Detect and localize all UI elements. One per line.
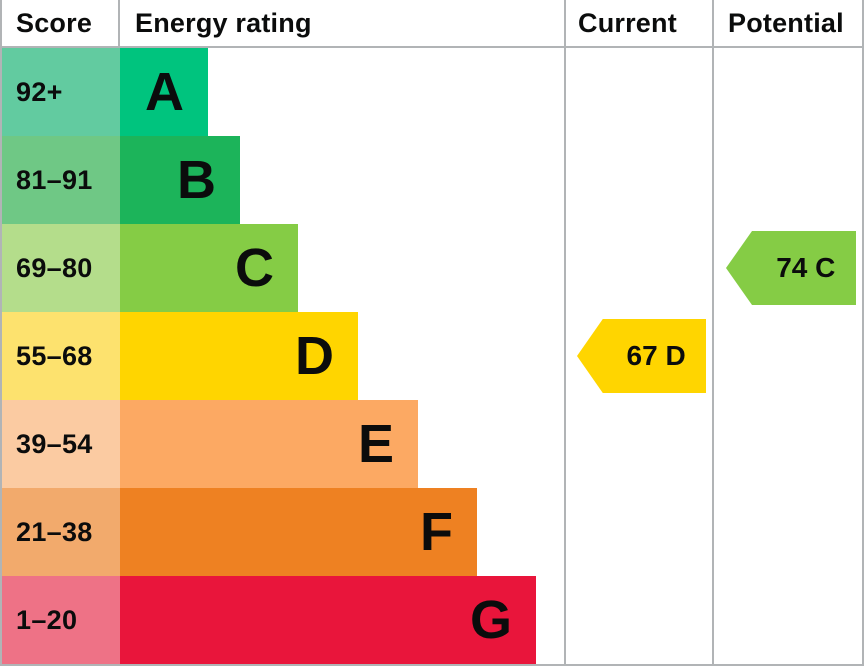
- bar-cell-a: A: [120, 48, 564, 136]
- score-range-c: 69–80: [2, 224, 120, 312]
- band-row-c: 69–80 C: [2, 224, 564, 312]
- bar-cell-g: G: [120, 576, 564, 664]
- bar-cell-c: C: [120, 224, 564, 312]
- band-row-a: 92+ A: [2, 48, 564, 136]
- header-potential: Potential: [712, 0, 862, 48]
- band-row-e: 39–54 E: [2, 400, 564, 488]
- header-current: Current: [564, 0, 712, 48]
- band-bar-f: F: [120, 488, 477, 576]
- score-range-g: 1–20: [2, 576, 120, 664]
- band-row-b: 81–91 B: [2, 136, 564, 224]
- bar-cell-f: F: [120, 488, 564, 576]
- band-bar-e: E: [120, 400, 418, 488]
- band-bar-c: C: [120, 224, 298, 312]
- band-row-d: 55–68 D: [2, 312, 564, 400]
- chart-body: 92+ A 81–91 B 69–80 C 55–68 D 39–54 E 21–38 F 1–20 G …: [2, 48, 862, 664]
- current-column: 67 D: [564, 48, 712, 664]
- band-row-g: 1–20 G: [2, 576, 564, 664]
- bar-cell-b: B: [120, 136, 564, 224]
- bar-cell-e: E: [120, 400, 564, 488]
- current-rating-arrow: 67 D: [577, 319, 706, 393]
- band-bar-g: G: [120, 576, 536, 664]
- chart-header-row: Score Energy rating Current Potential: [2, 0, 862, 48]
- bands-column: 92+ A 81–91 B 69–80 C 55–68 D 39–54 E 21–38 F 1–20 G: [2, 48, 564, 664]
- score-range-e: 39–54: [2, 400, 120, 488]
- band-bar-a: A: [120, 48, 208, 136]
- score-range-f: 21–38: [2, 488, 120, 576]
- header-energy-rating: Energy rating: [120, 0, 564, 48]
- band-bar-d: D: [120, 312, 358, 400]
- header-score: Score: [2, 0, 120, 48]
- bar-cell-d: D: [120, 312, 564, 400]
- score-range-b: 81–91: [2, 136, 120, 224]
- potential-column: 74 C: [712, 48, 862, 664]
- band-row-f: 21–38 F: [2, 488, 564, 576]
- score-range-d: 55–68: [2, 312, 120, 400]
- score-range-a: 92+: [2, 48, 120, 136]
- band-bar-b: B: [120, 136, 240, 224]
- potential-rating-arrow: 74 C: [726, 231, 856, 305]
